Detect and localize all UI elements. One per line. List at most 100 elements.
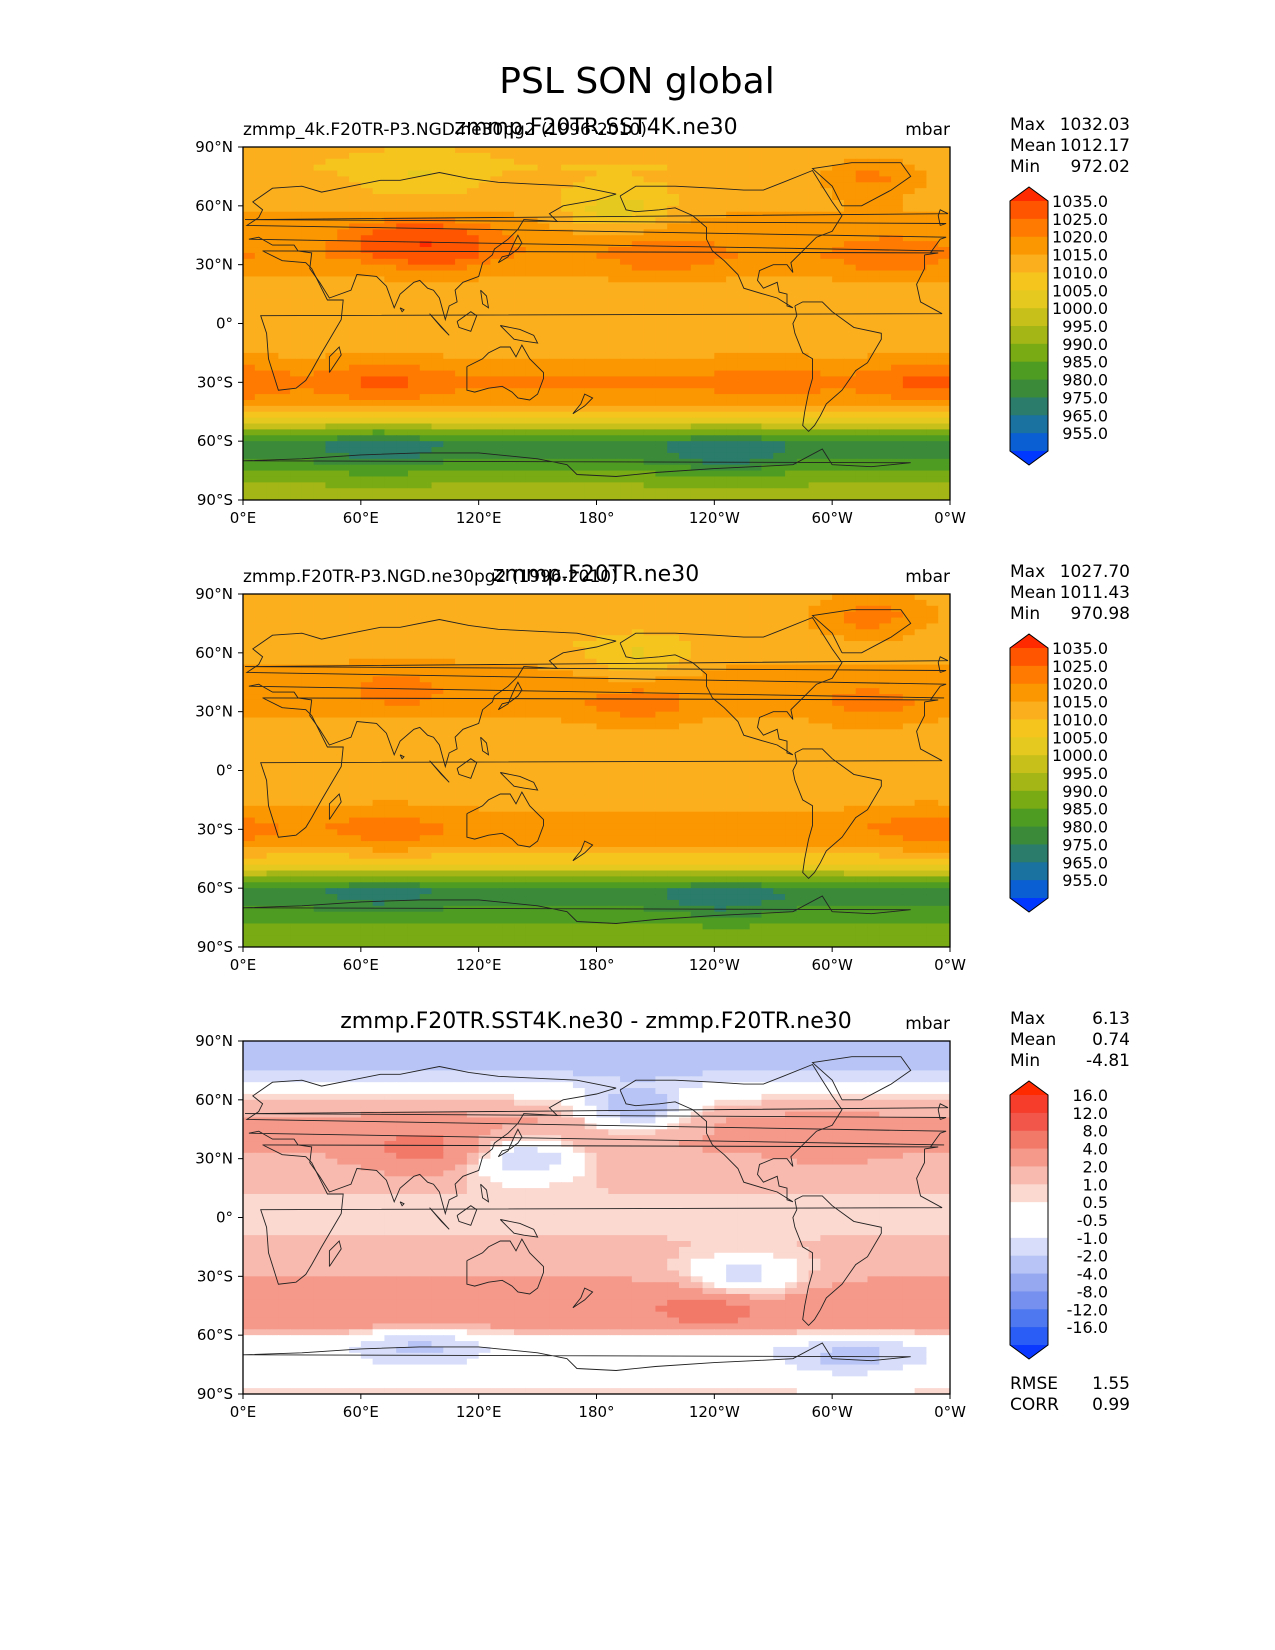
field-cell — [455, 147, 468, 154]
field-cell — [443, 235, 456, 242]
field-cell — [843, 429, 857, 436]
field-cell — [867, 411, 880, 419]
field-cell — [254, 411, 268, 419]
field-cell — [549, 258, 562, 266]
field-cell — [726, 258, 739, 266]
field-cell — [820, 376, 833, 383]
field-cell — [266, 646, 279, 654]
field-cell — [832, 635, 845, 642]
field-cell — [608, 417, 621, 425]
field-cell — [384, 347, 397, 354]
field-cell — [478, 441, 492, 448]
field-cell — [243, 670, 256, 677]
field-cell — [938, 382, 950, 389]
field-cell — [914, 599, 928, 607]
field-cell — [902, 264, 916, 272]
field-cell — [855, 158, 869, 166]
field-cell — [325, 399, 338, 407]
field-cell — [726, 423, 739, 430]
field-cell — [301, 370, 315, 378]
field-cell — [478, 170, 492, 178]
field-cell — [337, 188, 350, 195]
field-cell — [914, 646, 928, 654]
field-cell — [407, 164, 421, 172]
field-cell — [902, 182, 916, 189]
field-cell — [761, 641, 774, 648]
field-cell — [502, 182, 515, 189]
field-cell — [902, 370, 916, 378]
field-cell — [407, 441, 421, 448]
field-cell — [808, 294, 821, 301]
field-cell — [702, 599, 715, 607]
field-cell — [702, 164, 715, 172]
field-cell — [796, 164, 810, 172]
field-cell — [737, 317, 751, 325]
field-cell — [785, 241, 798, 248]
field-cell — [443, 488, 456, 495]
field-cell — [737, 394, 751, 401]
field-cell — [443, 199, 456, 207]
field-cell — [349, 199, 362, 207]
field-cell — [549, 317, 562, 325]
field-cell — [726, 164, 739, 172]
field-cell — [419, 670, 433, 677]
colorbar-segment — [1010, 415, 1048, 434]
field-cell — [737, 311, 751, 319]
field-cell — [749, 664, 763, 672]
field-cell — [631, 658, 645, 666]
field-cell — [301, 658, 315, 666]
field-cell — [726, 641, 739, 648]
field-cell — [643, 452, 657, 460]
field-cell — [407, 705, 421, 713]
field-cell — [419, 235, 433, 242]
field-cell — [466, 646, 480, 654]
field-cell — [325, 488, 338, 495]
field-cell — [820, 476, 833, 483]
field-cell — [561, 699, 574, 707]
field-cell — [608, 247, 621, 254]
field-cell — [891, 258, 904, 266]
field-cell — [761, 370, 774, 378]
field-cell — [349, 652, 362, 660]
field-cell — [620, 182, 633, 189]
field-cell — [785, 170, 798, 178]
field-cell — [455, 711, 468, 719]
field-cell — [938, 646, 950, 654]
field-cell — [337, 152, 350, 160]
field-cell — [549, 664, 562, 672]
field-cell — [419, 599, 433, 607]
field-cell — [761, 335, 774, 342]
field-cell — [702, 435, 715, 442]
field-cell — [867, 294, 880, 301]
field-cell — [490, 711, 503, 719]
field-cell — [514, 358, 527, 366]
field-cell — [749, 670, 763, 677]
field-cell — [938, 605, 950, 613]
field-cell — [419, 435, 433, 442]
field-cell — [455, 341, 468, 348]
field-cell — [466, 470, 480, 478]
field-cell — [643, 305, 657, 313]
field-cell — [290, 229, 303, 236]
field-cell — [914, 370, 928, 378]
field-cell — [572, 605, 586, 613]
field-cell — [502, 611, 515, 619]
field-cell — [702, 299, 715, 307]
field-cell — [926, 635, 939, 642]
field-cell — [584, 188, 598, 195]
field-cell — [820, 147, 833, 154]
field-cell — [372, 629, 385, 636]
field-cell — [596, 688, 609, 695]
field-cell — [891, 364, 904, 372]
field-cell — [502, 188, 515, 195]
field-cell — [938, 641, 950, 648]
field-cell — [832, 711, 845, 719]
field-cell — [914, 635, 928, 642]
field-cell — [855, 711, 869, 719]
field-cell — [549, 635, 562, 642]
field-cell — [443, 229, 456, 236]
field-cell — [879, 435, 892, 442]
field-cell — [514, 646, 527, 654]
field-cell — [702, 670, 715, 677]
field-cell — [337, 717, 350, 725]
